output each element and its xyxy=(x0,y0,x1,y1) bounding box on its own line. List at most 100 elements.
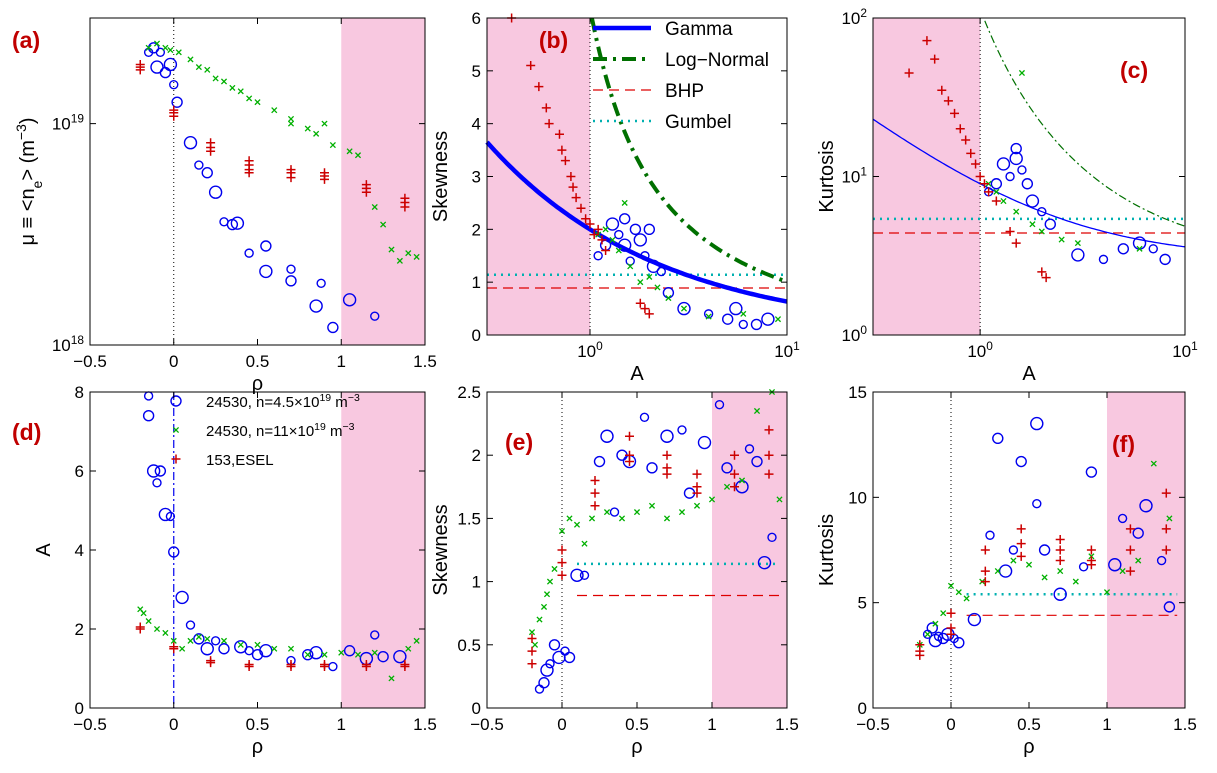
data-point-plus-b xyxy=(534,82,544,92)
data-point-plus-b xyxy=(526,61,536,71)
data-point-plus-c xyxy=(904,68,914,78)
data-point-x-a xyxy=(212,75,219,82)
data-point-circle-e xyxy=(570,568,584,582)
panel-label-a: (a) xyxy=(12,27,40,53)
data-point-plus-f xyxy=(1016,539,1026,549)
data-point-circle-e xyxy=(579,570,590,580)
data-point-plus-c xyxy=(955,124,965,134)
data-point-circle-f xyxy=(992,432,1004,445)
data-point-circle-c xyxy=(1098,254,1109,265)
x-tick-label: 0 xyxy=(169,352,178,371)
data-point-x-b xyxy=(609,236,616,243)
data-point-circle-f xyxy=(953,636,965,649)
data-point-plus-d xyxy=(206,658,216,668)
data-point-plus-e xyxy=(590,488,600,498)
gamma-curve xyxy=(485,140,788,304)
data-point-plus-f xyxy=(980,545,990,555)
data-point-x-b xyxy=(665,294,672,302)
data-point-x-c xyxy=(1058,236,1065,243)
data-point-circle-e xyxy=(744,444,755,454)
data-point-x-d xyxy=(170,637,177,644)
data-point-x-e xyxy=(738,477,746,484)
data-point-circle-b xyxy=(656,266,666,277)
data-point-x-f xyxy=(932,620,939,627)
data-point-circle-a xyxy=(159,66,172,79)
data-point-circle-c xyxy=(1037,206,1047,217)
data-point-circle-d xyxy=(143,391,154,401)
data-point-x-a xyxy=(220,78,228,85)
shaded-region-e xyxy=(712,392,787,708)
data-point-x-d xyxy=(388,675,395,682)
data-point-x-a xyxy=(388,246,395,253)
data-point-plus-e xyxy=(527,646,537,656)
data-point-x-d xyxy=(413,637,420,644)
data-point-circle-b xyxy=(761,312,775,326)
x-tick-label: −0.5 xyxy=(856,715,890,734)
data-point-circle-f xyxy=(1108,558,1122,572)
data-point-plus-c xyxy=(961,135,971,145)
data-point-x-b xyxy=(646,273,653,280)
legend-label: Log−Normal xyxy=(665,50,769,71)
data-point-plus-f xyxy=(1161,524,1171,534)
data-point-plus-c xyxy=(991,196,1001,206)
data-point-plus-c xyxy=(943,96,953,106)
data-point-circle-a xyxy=(370,311,380,321)
data-point-plus-c xyxy=(1037,267,1047,277)
data-point-plus-f xyxy=(1016,524,1026,534)
data-point-circle-f xyxy=(985,530,995,540)
legend-label: BHP xyxy=(665,81,704,102)
data-point-plus-e xyxy=(730,450,739,460)
x-tick-label: 1.5 xyxy=(413,352,437,371)
data-point-x-a xyxy=(204,66,211,73)
data-point-plus-f xyxy=(1086,545,1096,555)
legend-marker xyxy=(171,454,181,464)
data-point-x-f xyxy=(1025,561,1033,568)
data-point-plus-f xyxy=(1086,560,1096,570)
data-point-plus-d xyxy=(400,662,410,672)
x-axis-label-d: ρ xyxy=(252,736,263,758)
data-point-circle-b xyxy=(721,313,734,325)
x-tick-label: 0 xyxy=(557,715,566,734)
data-point-circle-a xyxy=(150,60,164,74)
data-point-x-a xyxy=(354,152,362,159)
data-point-x-d xyxy=(220,637,228,644)
data-point-plus-c xyxy=(922,36,932,46)
x-axis-label-c: A xyxy=(1022,363,1036,385)
data-point-circle-f xyxy=(1132,527,1144,539)
data-point-circle-d xyxy=(370,630,380,640)
x-tick-label: 0.5 xyxy=(1017,715,1041,734)
data-point-circle-b xyxy=(750,318,763,331)
data-point-plus-e xyxy=(662,450,672,460)
data-point-circle-a xyxy=(169,79,179,90)
data-point-x-b xyxy=(680,305,688,312)
data-point-circle-a xyxy=(342,293,357,307)
data-point-plus-c xyxy=(966,148,976,158)
y-tick-label: 10 xyxy=(848,488,867,507)
data-point-plus-e xyxy=(730,482,739,492)
data-point-x-b xyxy=(627,263,634,270)
y-axis-label-b: Skewness xyxy=(430,131,452,222)
data-point-circle-c xyxy=(1025,194,1040,208)
panel-label-e: (e) xyxy=(505,429,533,455)
data-point-x-f xyxy=(1041,574,1048,581)
data-point-plus-f xyxy=(946,608,956,618)
data-point-x-c xyxy=(1136,245,1143,252)
data-point-x-d xyxy=(153,625,161,633)
data-point-x-f xyxy=(1135,557,1142,564)
data-point-circle-b xyxy=(614,229,624,240)
data-point-circle-a xyxy=(316,278,326,288)
shaded-region-d xyxy=(341,392,425,708)
data-point-x-d xyxy=(338,649,345,656)
data-point-circle-e xyxy=(757,555,772,570)
data-point-plus-d xyxy=(135,624,145,634)
data-point-circle-f xyxy=(1156,555,1167,566)
data-point-circle-a xyxy=(260,240,272,252)
data-point-x-c xyxy=(1000,197,1007,205)
data-point-x-a xyxy=(229,84,236,91)
y-tick-label: 15 xyxy=(848,383,867,402)
data-point-circle-d xyxy=(218,643,230,655)
data-point-plus-f xyxy=(1055,545,1065,555)
data-point-x-d xyxy=(321,651,328,658)
legend-label: Gumbel xyxy=(665,112,732,133)
data-point-plus-e xyxy=(692,488,702,498)
